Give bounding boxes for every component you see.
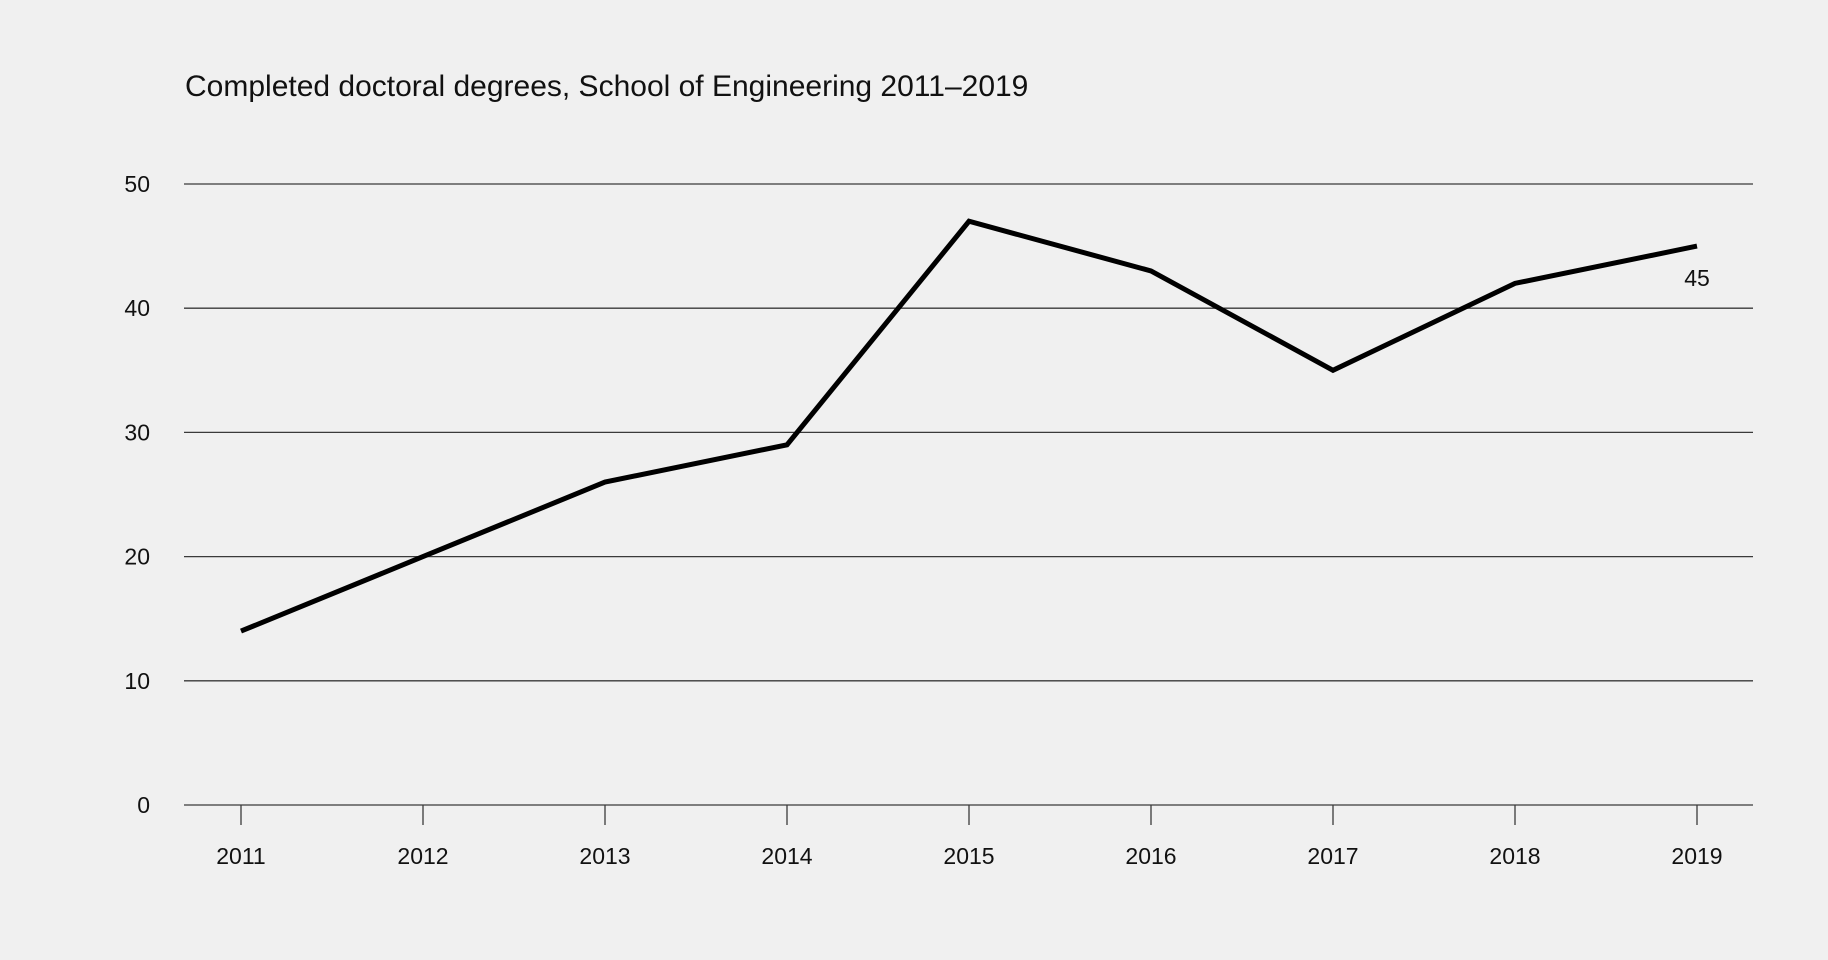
x-axis: 2011 2012 2013 2014 2015 2016 2017 2018 2019	[216, 805, 1723, 869]
gridlines	[184, 183, 1753, 806]
y-tick-label: 30	[124, 419, 150, 445]
x-tick-label: 2016	[1125, 843, 1176, 869]
x-tick-label: 2014	[761, 843, 812, 869]
y-axis-tick-labels: 0 10 20 30 40 50	[124, 171, 150, 818]
x-tick-label: 2015	[943, 843, 994, 869]
x-tick-label: 2013	[579, 843, 630, 869]
y-tick-label: 50	[124, 171, 150, 197]
x-tick-label: 2017	[1307, 843, 1358, 869]
chart-title: Completed doctoral degrees, School of En…	[185, 70, 1029, 103]
data-label: 45	[1684, 265, 1710, 291]
x-tick-label: 2011	[216, 843, 265, 869]
x-tick-label: 2018	[1489, 843, 1540, 869]
series-line	[240, 218, 1698, 634]
data-labels: 45	[1684, 265, 1710, 291]
series	[240, 218, 1698, 634]
y-tick-label: 10	[124, 668, 150, 694]
y-tick-label: 40	[124, 295, 150, 321]
y-tick-label: 20	[124, 544, 150, 570]
x-tick-label: 2012	[397, 843, 448, 869]
x-tick-label: 2019	[1671, 843, 1722, 869]
y-tick-label: 0	[137, 792, 150, 818]
